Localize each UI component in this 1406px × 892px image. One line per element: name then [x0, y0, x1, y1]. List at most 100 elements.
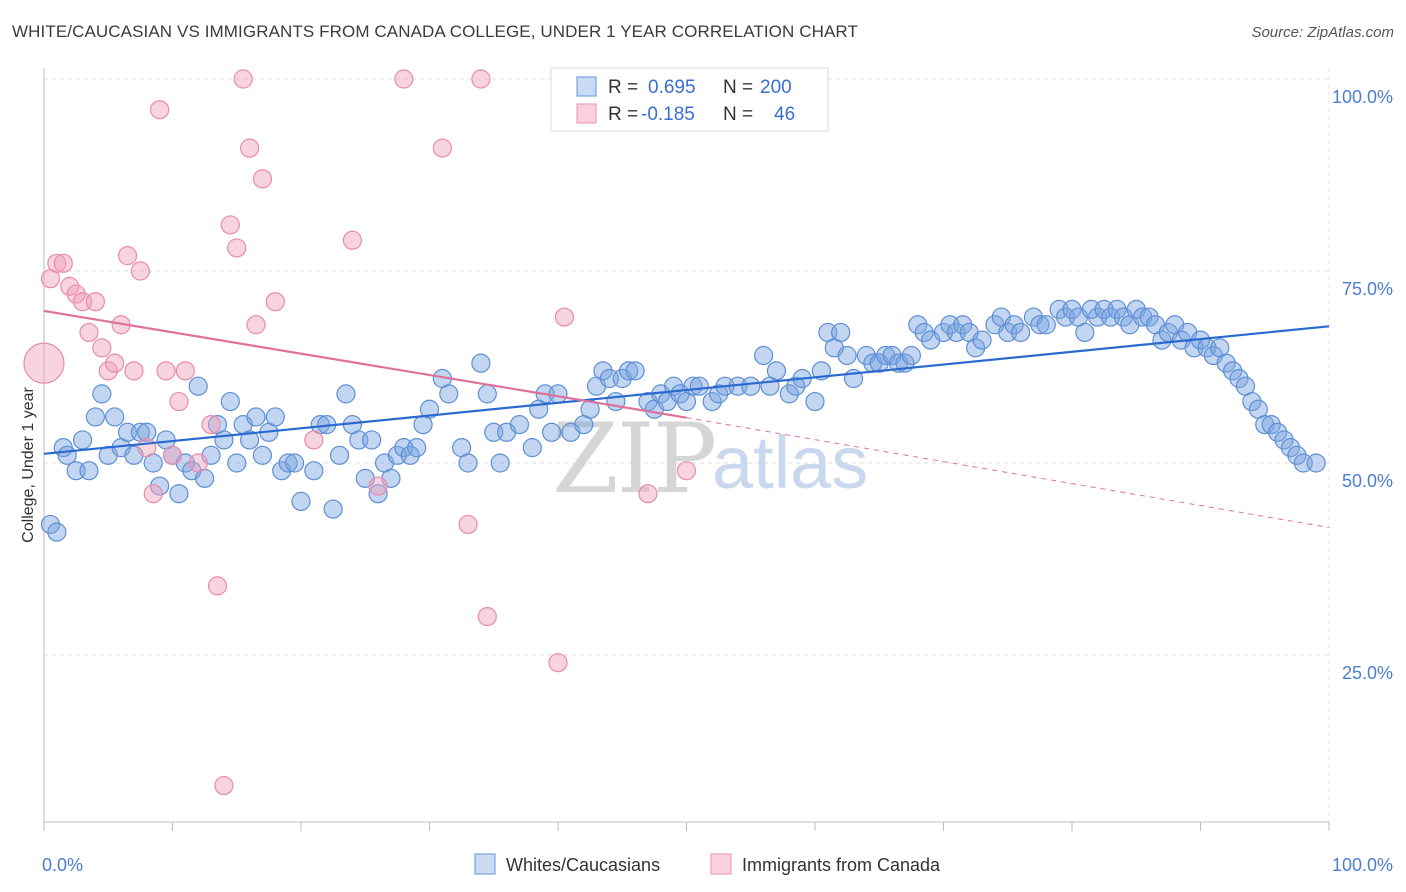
canada-point-21 — [169, 391, 189, 412]
canada-point-19 — [156, 361, 176, 381]
legend-n-value-canada: 46 — [774, 104, 795, 125]
y-tick-label-3: 100.0% — [1332, 87, 1393, 107]
canada-point-36 — [368, 476, 388, 496]
white-point-69 — [522, 438, 542, 458]
canada-point-32 — [252, 169, 273, 189]
canada-point-9 — [92, 338, 112, 358]
white-point-170 — [1261, 415, 1281, 435]
white-point-15 — [137, 422, 157, 442]
bottom-legend-label-white: Whites/Caucasians — [506, 855, 660, 875]
canada-point-29 — [233, 69, 253, 89]
white-point-56 — [407, 438, 427, 458]
watermark-zip: ZIP — [552, 403, 715, 515]
canada-point-30 — [240, 138, 260, 158]
canada-point-45 — [676, 461, 697, 481]
white-point-132 — [1004, 315, 1024, 335]
white-point-58 — [419, 399, 440, 419]
canada-point-16 — [137, 438, 157, 458]
legend-box: R = 0.695 N = 200 R = -0.185 N = 46 — [550, 67, 829, 132]
white-point-167 — [1242, 391, 1262, 412]
white-point-171 — [1267, 422, 1288, 442]
legend-r-value-white: 0.695 — [648, 77, 696, 98]
canada-point-0 — [23, 342, 65, 384]
canada-point-37 — [394, 69, 414, 89]
canada-point-43 — [554, 307, 575, 327]
white-point-151 — [1139, 307, 1159, 327]
canada-point-14 — [124, 361, 144, 381]
canada-point-41 — [477, 606, 497, 627]
white-point-94 — [709, 384, 729, 404]
white-point-0 — [40, 514, 61, 535]
white-point-78 — [593, 361, 613, 381]
white-point-172 — [1274, 430, 1294, 450]
white-point-120 — [914, 322, 934, 343]
white-point-119 — [908, 315, 928, 335]
canada-point-2 — [47, 253, 67, 273]
white-point-118 — [901, 345, 921, 366]
white-point-49 — [362, 430, 382, 450]
white-point-165 — [1229, 368, 1249, 389]
canada-point-13 — [117, 246, 138, 266]
x-tick-labels: 0.0% 100.0% — [42, 855, 1393, 875]
white-point-39 — [291, 491, 311, 511]
white-point-93 — [702, 391, 722, 412]
white-point-62 — [458, 453, 478, 473]
chart-title: WHITE/CAUCASIAN VS IMMIGRANTS FROM CANAD… — [12, 22, 858, 41]
canada-point-8 — [85, 292, 106, 312]
canada-point-39 — [458, 514, 478, 535]
white-point-104 — [805, 391, 825, 412]
legend-r-label-canada: R = — [608, 104, 638, 125]
bottom-legend-swatch-white — [474, 853, 496, 875]
white-point-68 — [509, 415, 530, 435]
white-point-27 — [214, 430, 234, 450]
white-point-139 — [1062, 299, 1082, 319]
y-tick-label-2: 75.0% — [1342, 279, 1393, 299]
canada-point-24 — [201, 415, 221, 435]
canada-point-38 — [432, 138, 452, 158]
white-point-45 — [336, 384, 356, 404]
white-point-63 — [471, 353, 491, 373]
trend-lines — [43, 309, 1330, 529]
white-point-108 — [831, 322, 851, 343]
legend-n-label-white: N = — [723, 77, 753, 98]
canada-point-17 — [143, 484, 163, 504]
white-point-31 — [240, 430, 260, 450]
white-point-7 — [85, 407, 106, 427]
bottom-legend-swatch-canada — [710, 853, 732, 875]
white-point-83 — [625, 361, 645, 381]
canada-point-42 — [548, 653, 568, 673]
white-point-98 — [753, 345, 774, 366]
white-point-100 — [766, 361, 787, 381]
canada-point-7 — [79, 322, 99, 343]
white-point-127 — [966, 338, 986, 358]
white-point-60 — [439, 384, 459, 404]
white-point-55 — [400, 445, 420, 465]
white-point-164 — [1223, 361, 1243, 381]
white-point-23 — [188, 376, 208, 396]
legend-swatch-canada — [576, 103, 597, 124]
white-point-66 — [490, 453, 510, 473]
y-tick-label-0: 25.0% — [1342, 663, 1393, 683]
axes — [43, 68, 1330, 831]
white-point-44 — [329, 445, 350, 465]
canada-point-35 — [342, 230, 362, 250]
legend-n-label-canada: N = — [723, 104, 753, 125]
white-point-40 — [304, 461, 324, 481]
legend-frame — [550, 67, 829, 132]
white-point-29 — [227, 453, 247, 473]
white-point-92 — [689, 376, 709, 396]
canada-point-25 — [207, 576, 228, 596]
canada-point-5 — [66, 284, 86, 304]
watermark: ZIP atlas — [552, 403, 868, 515]
canada-point-28 — [227, 238, 247, 258]
white-point-8 — [92, 384, 112, 404]
white-point-82 — [619, 361, 639, 381]
canada-point-23 — [188, 453, 208, 473]
canada-point-18 — [150, 100, 170, 120]
white-point-35 — [265, 407, 285, 427]
source-label: Source: ZipAtlas.com — [1251, 24, 1394, 41]
white-point-109 — [837, 345, 857, 366]
white-point-38 — [284, 453, 305, 473]
white-point-17 — [150, 476, 170, 496]
